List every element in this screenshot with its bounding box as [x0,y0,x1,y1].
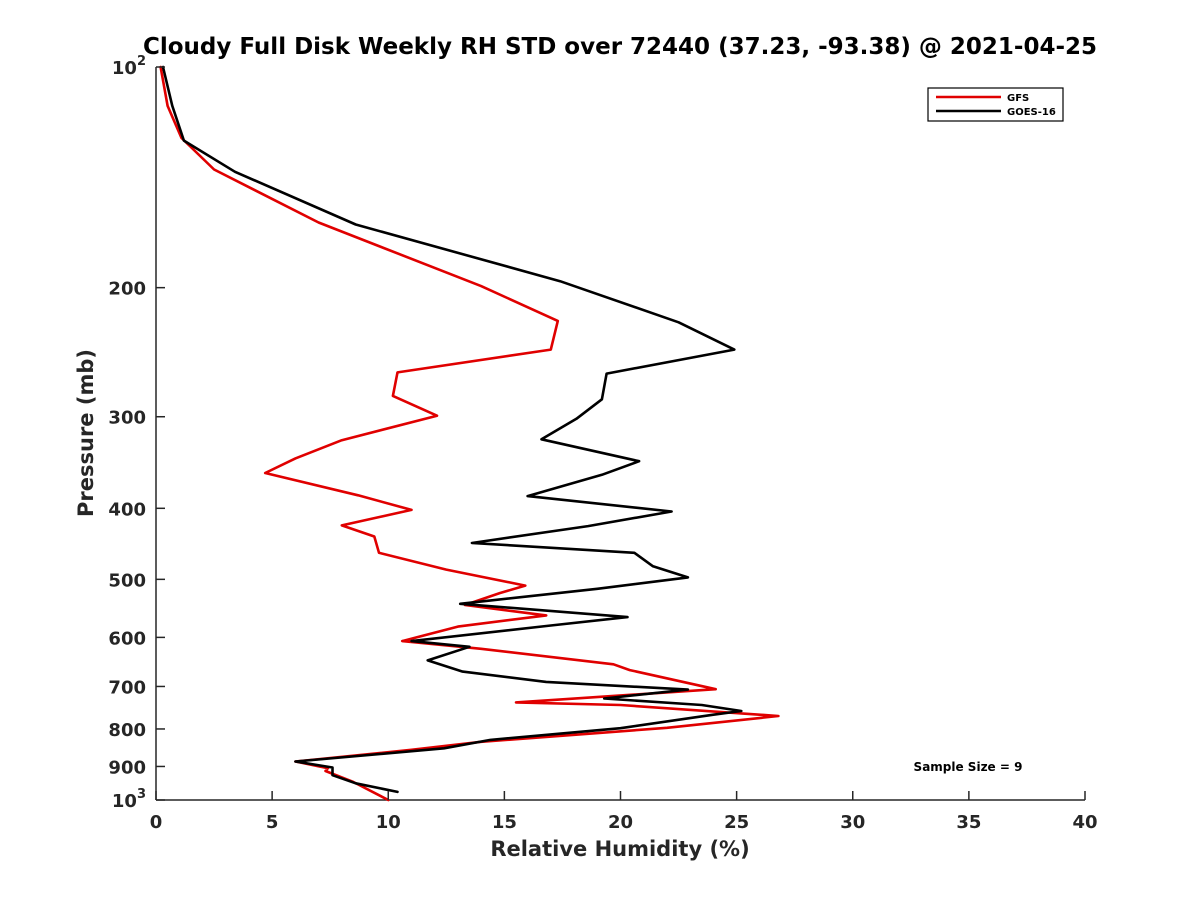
chart-title: Cloudy Full Disk Weekly RH STD over 7244… [143,34,1097,60]
y-axis-label: Pressure (mb) [74,349,98,517]
y-tick-label: 300 [108,408,146,429]
y-tick-label: 700 [108,677,146,698]
y-tick-label: 400 [108,499,146,520]
legend: GFS GOES-16 [927,87,1064,122]
y-tick-label: 600 [108,628,146,649]
legend-label: GOES-16 [1007,107,1056,118]
legend-box [927,87,1064,122]
y-tick-label: 500 [108,570,146,591]
y-tick-label: 102 [112,54,146,79]
y-tick-label: 900 [108,757,146,778]
y-tick-label: 200 [108,279,146,300]
series-layer [159,65,780,802]
x-tick-label: 15 [492,812,517,833]
legend-label: GFS [1007,93,1029,104]
x-tick-label: 40 [1072,812,1097,833]
x-tick-label: 5 [266,812,279,833]
x-tick-label: 25 [724,812,749,833]
x-tick-label: 0 [150,812,163,833]
x-tick-label: 35 [956,812,981,833]
ticks-layer: 0 5 10 15 20 25 30 35 40 102 200 300 400 500 600 700 800… [108,54,1097,833]
y-tick-label: 800 [108,720,146,741]
series-line-goes-16 [161,65,743,794]
sample-size-annotation: Sample Size = 9 [914,760,1023,774]
series-line-gfs [159,65,780,802]
x-tick-label: 20 [608,812,633,833]
x-axis-label: Relative Humidity (%) [490,837,749,861]
plot-axes [155,67,1085,801]
x-tick-label: 30 [840,812,865,833]
x-tick-label: 10 [376,812,401,833]
y-tick-label: 103 [112,787,146,812]
